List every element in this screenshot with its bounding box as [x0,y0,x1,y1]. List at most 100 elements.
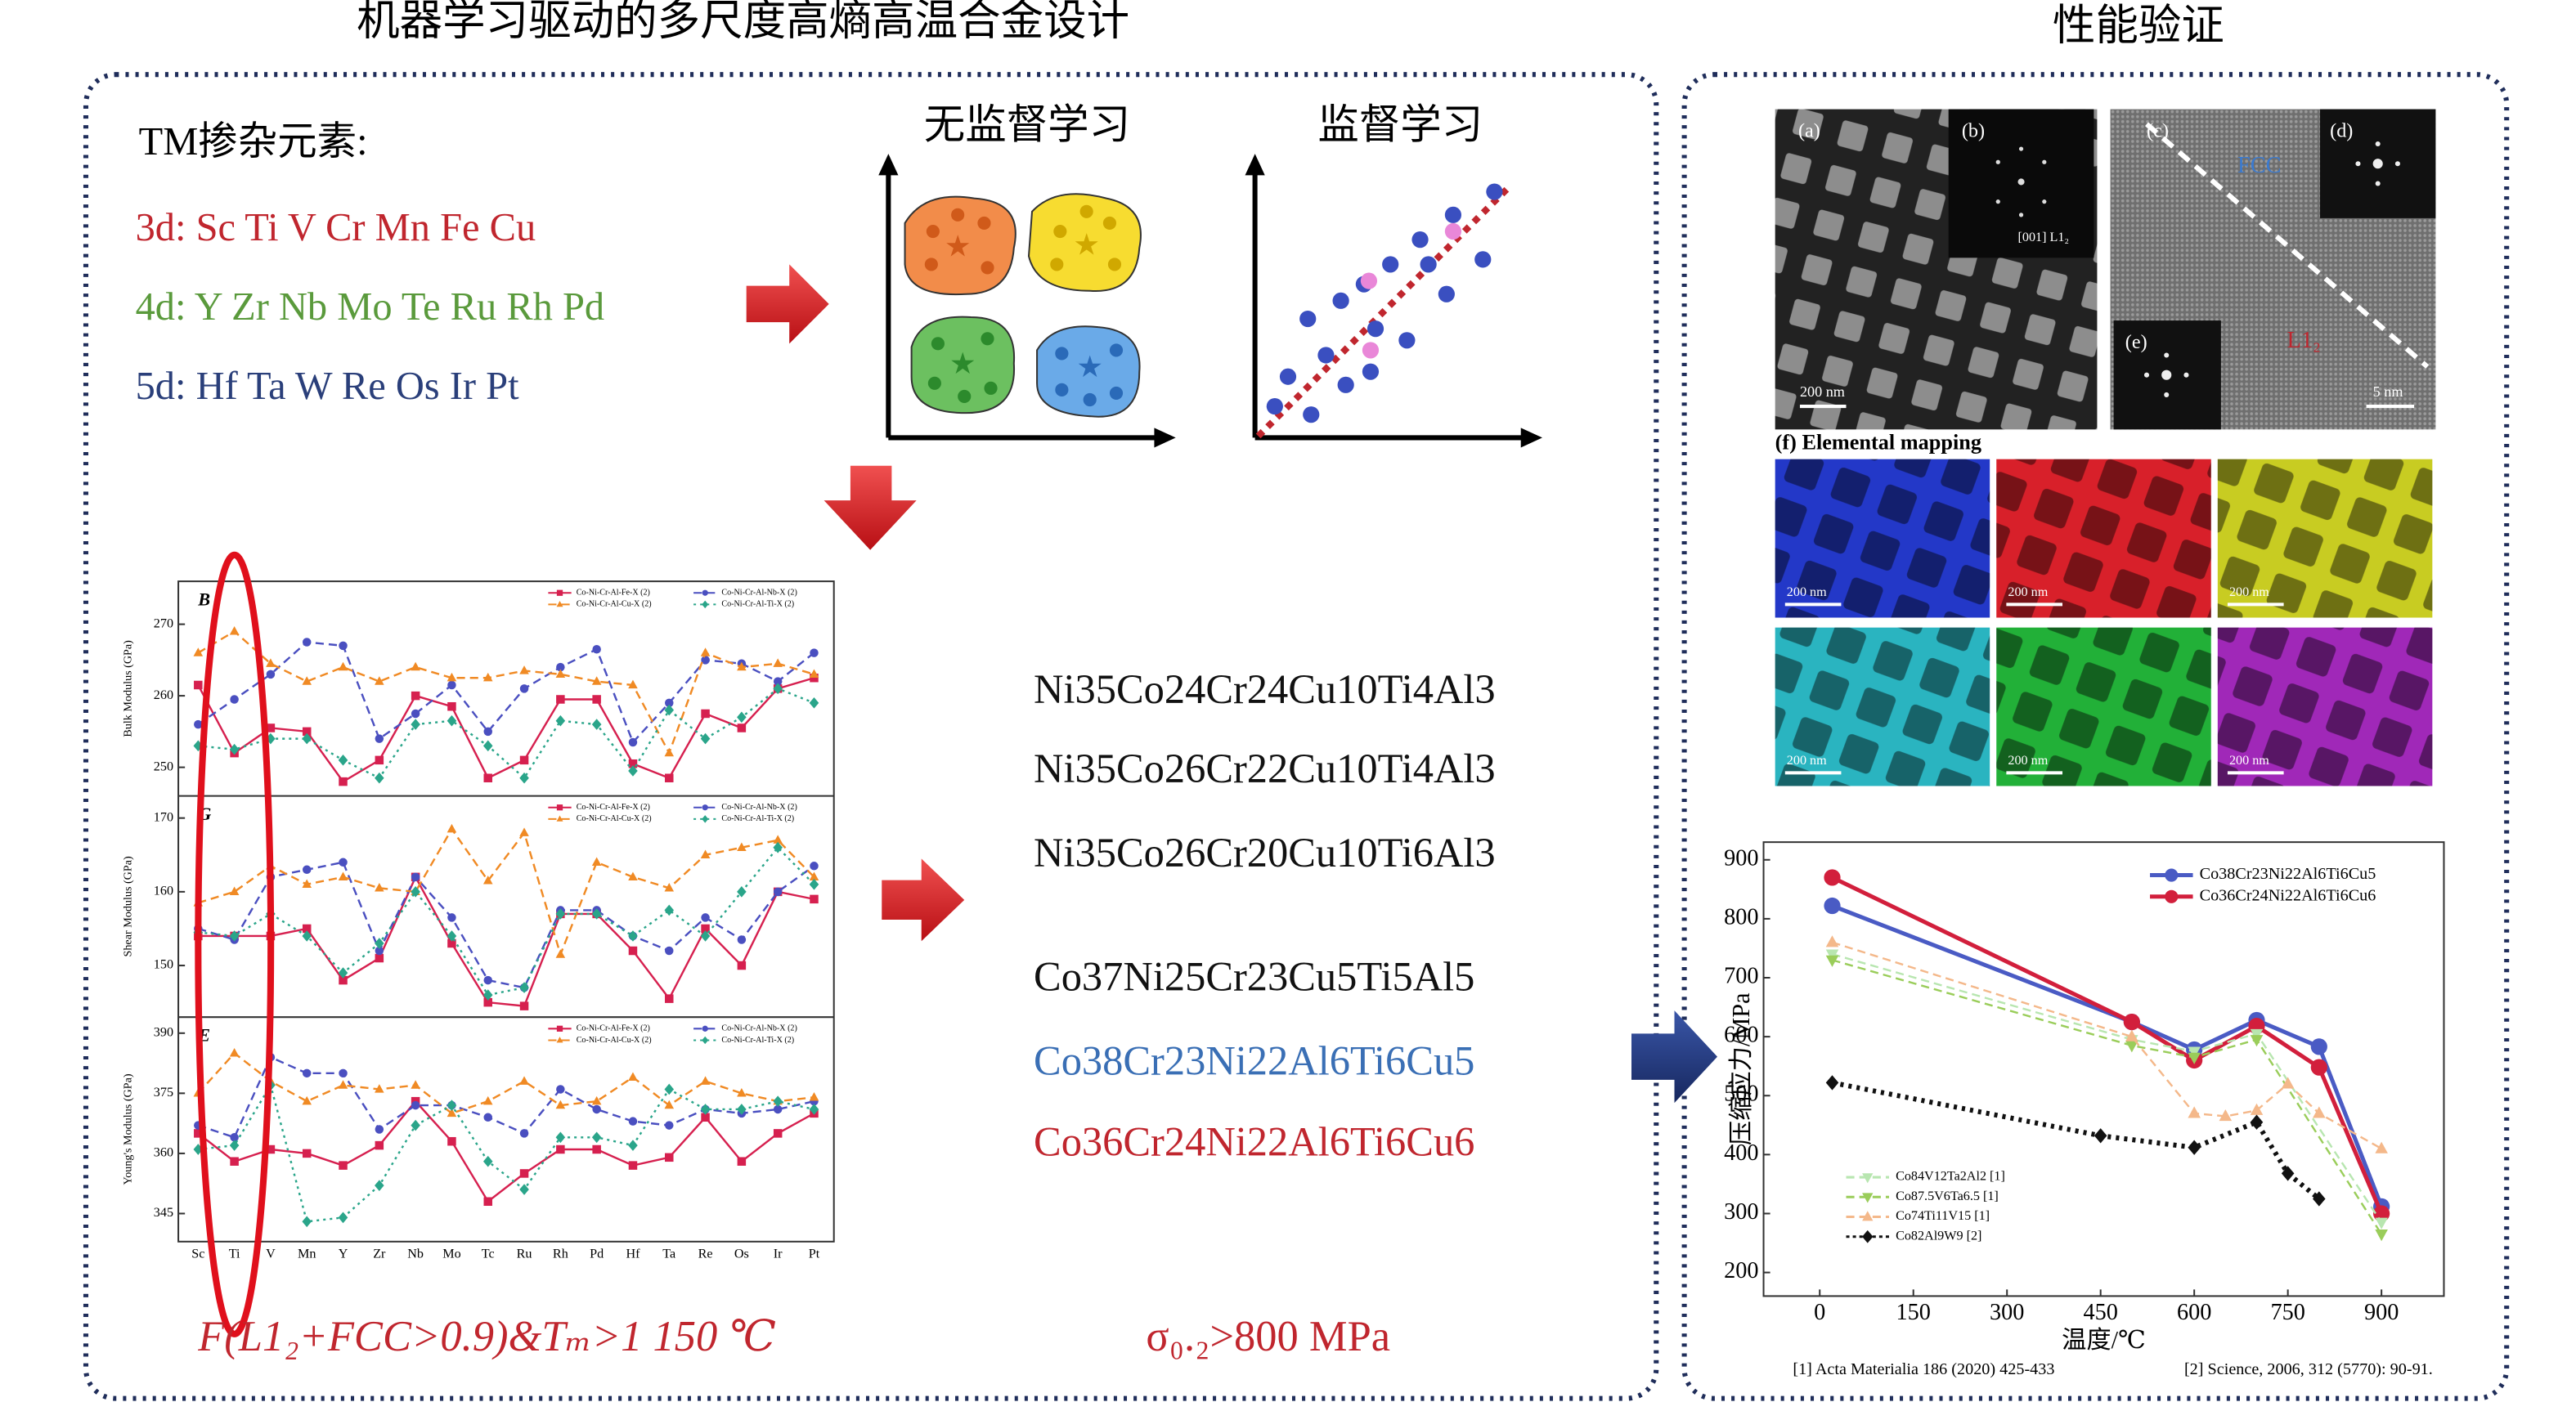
marker [591,1131,602,1144]
y-tick-label: 500 [1724,1082,1758,1107]
marker [810,648,819,657]
marker [447,1136,456,1146]
marker [2281,1077,2295,1089]
marker [339,975,348,985]
series-line [197,861,815,989]
svg-text:★: ★ [1076,351,1103,383]
legend-label: Co38Cr23Ni22Al6Ti6Cu5 [2200,865,2376,883]
marker [1824,869,1841,886]
marker [338,967,348,979]
x-tick-label: V [266,1247,276,1261]
marker [592,1144,601,1154]
scale-label: 200 nm [1787,754,1827,768]
marker [339,1161,348,1170]
marker [2313,1106,2326,1118]
marker [519,982,529,993]
marker [1862,1211,1874,1221]
left-frame [83,72,1659,1401]
strength-chart: 0 150 300 450 600 750 900 200 300 400 500 600 700 800… [1724,841,2445,1354]
x-tick-label: Ru [517,1247,532,1261]
marker [773,677,783,686]
marker [338,661,348,671]
marker [809,871,819,881]
marker [302,865,312,875]
marker [411,1119,420,1131]
panel-label: (c) [2147,119,2169,141]
marker [556,1144,565,1154]
marker [591,857,602,866]
marker [519,1129,529,1138]
marker [482,1095,493,1105]
y-tick-label: 400 [1724,1140,1758,1166]
marker [338,1080,348,1089]
x-tick-label: 750 [2270,1300,2304,1325]
x-tick-label: Tc [482,1247,495,1261]
marker [2188,1106,2201,1118]
marker [483,1113,492,1122]
reference: [1] Acta Materialia 186 (2020) 425-433 [1793,1360,2054,1378]
marker [556,695,565,704]
marker [2373,1205,2390,1222]
dopant-row: 4d: Y Zr Nb Mo Te Ru Rh Pd [136,285,605,329]
series-line [197,641,815,745]
y-tick-label: 260 [154,688,173,702]
marker [664,747,675,757]
marker [447,938,456,948]
y-tick-label: 800 [1724,904,1758,929]
elemental-maps: 200 nm 200 nm 200 nm 200 nm 200 nm 200 nm [1775,459,2433,786]
marker [447,913,456,922]
arrow [1631,1010,1717,1104]
marker [2165,889,2179,903]
marker [302,676,312,685]
marker [556,662,565,672]
marker [2281,1166,2295,1181]
marker [375,734,384,743]
marker [664,1100,675,1109]
marker [555,1131,566,1144]
marker [229,930,240,942]
marker [701,656,710,665]
marker [773,1104,783,1114]
scale-label: 200 nm [2008,585,2048,599]
marker [339,777,348,786]
x-tick-label: Pd [590,1247,604,1261]
y-tick-label: 170 [154,810,173,824]
marker [700,1104,711,1115]
marker [700,849,711,858]
marker [411,691,420,701]
series-line [197,677,815,783]
scale-label: 200 nm [1800,383,1845,400]
marker [447,823,457,833]
marker [737,961,747,970]
legend-label: Co-Ni-Cr-Al-Fe-X (2) [577,1024,650,1033]
x-tick-label: Ti [229,1247,240,1261]
marker [2188,1140,2201,1155]
legend-label: Co-Ni-Cr-Al-Cu-X (2) [577,1036,652,1045]
series-line [198,1082,815,1223]
series-line [197,1055,815,1139]
marker [483,727,492,737]
alloy-name: Co37Ni25Cr23Cu5Ti5Al5 [1034,953,1474,999]
arrow [882,858,965,942]
legend-label: Co74Ti11V15 [1] [1896,1209,1990,1223]
marker [556,1085,565,1094]
panel-label: (a) [1798,119,1820,141]
scale-label: 200 nm [2229,585,2269,599]
marker [737,842,747,851]
series-line [197,1051,815,1115]
marker [302,930,312,942]
marker [447,1108,457,1118]
marker [375,1180,384,1191]
dopant-list: 3d: Sc Ti V Cr Mn Fe Cu 4d: Y Zr Nb Mo Te… [136,206,605,408]
y-tick-label: 345 [154,1206,173,1220]
zone-axis: [001] L1₂ [2017,231,2069,244]
map-texture [1996,459,2211,618]
supervised-label: 监督学习 [1317,101,1483,147]
x-axis-label: 温度/℃ [2062,1326,2146,1354]
marker [375,883,384,892]
map-texture [1775,459,1990,618]
marker [664,904,675,916]
panel-label: (d) [2330,119,2353,141]
phase-label: FCC [2237,153,2281,178]
